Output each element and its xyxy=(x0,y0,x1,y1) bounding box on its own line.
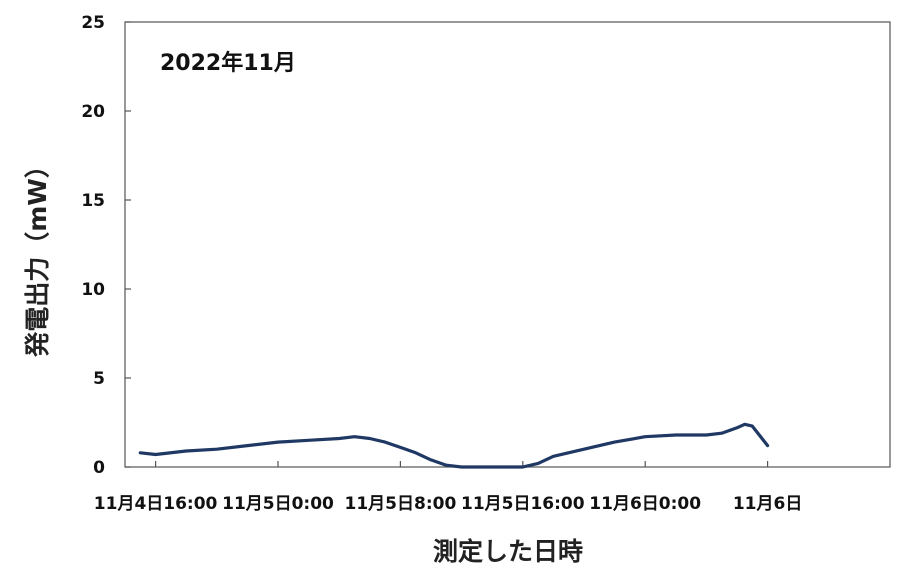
y-axis: 0 5 10 15 20 25 xyxy=(81,13,131,478)
y-tick-label: 10 xyxy=(81,280,105,300)
x-tick-label: 11月5日0:00 xyxy=(222,494,334,514)
series-line xyxy=(138,422,770,469)
plot-area xyxy=(124,21,891,468)
y-tick-label: 15 xyxy=(81,191,105,211)
x-tick-label: 11月5日8:00 xyxy=(345,494,457,514)
chart-annotation: 2022年11月 xyxy=(160,50,296,76)
y-tick-label: 0 xyxy=(93,458,105,478)
x-tick-label: 11月5日16:00 xyxy=(461,494,585,514)
x-tick-label: 11月6日 xyxy=(733,494,803,514)
x-axis-title: 測定した日時 xyxy=(433,537,583,566)
x-tick-label: 11月4日16:00 xyxy=(94,494,218,514)
y-tick-label: 20 xyxy=(81,102,105,122)
x-tick-label: 11月6日0:00 xyxy=(589,494,701,514)
x-axis: 11月4日16:00 11月5日0:00 11月5日8:00 11月5日16:00 11… xyxy=(94,461,803,514)
y-axis-title: 発電出力（mW） xyxy=(23,153,52,358)
y-tick-label: 5 xyxy=(93,369,105,389)
y-tick-label: 25 xyxy=(81,13,105,33)
